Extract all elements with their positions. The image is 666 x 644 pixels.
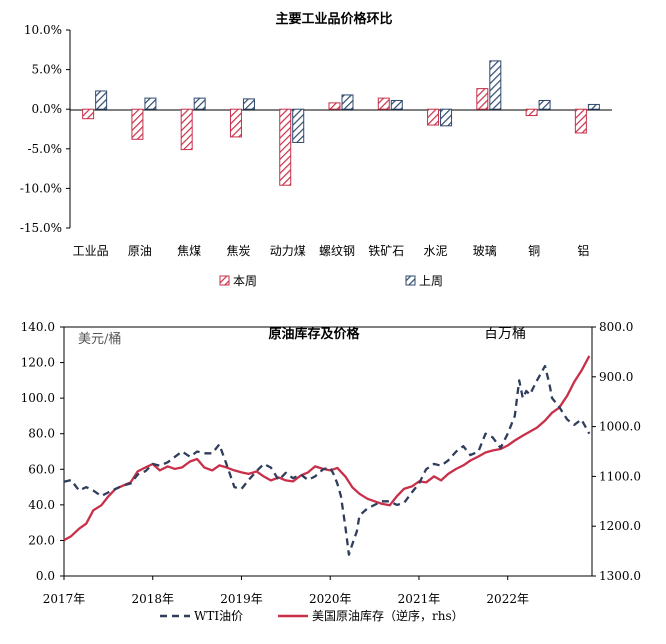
left-y-tick-label: 60.0 xyxy=(28,462,55,476)
bar-chart-legend: 本周 上周 xyxy=(219,274,443,288)
category-label: 工业品 xyxy=(73,244,109,258)
line-chart-title: 原油库存及价格 xyxy=(268,326,360,342)
bar-y-tick-label: 5.0% xyxy=(32,63,63,77)
bar-chart-y-ticks: 10.0% 5.0% 0.0% -5.0% -10.0% -15.0% xyxy=(20,23,70,235)
category-label: 水泥 xyxy=(424,244,448,258)
x-tick-label: 2018年 xyxy=(131,592,174,606)
bar-chart-category-labels: 工业品 原油 焦煤 焦炭 动力煤 螺纹钢 铁矿石 水泥 玻璃 铜 铝 xyxy=(73,243,590,258)
legend-label-wti: WTI油价 xyxy=(194,609,243,623)
category-label: 铁矿石 xyxy=(368,244,404,258)
legend-label-inventory: 美国原油库存（逆序，rhs） xyxy=(312,608,464,623)
bar-this-week xyxy=(131,108,144,140)
bar-chart: 主要工业品价格环比 10.0% 5.0% 0.0% -5.0% -10.0% -15.0%… xyxy=(20,11,612,288)
bar-y-tick-label: 10.0% xyxy=(24,23,62,37)
line-chart-right-unit: 百万桶 xyxy=(484,326,526,342)
bar-this-week xyxy=(427,108,440,126)
left-y-tick-label: 80.0 xyxy=(28,427,55,441)
bar-y-tick-label: -10.0% xyxy=(20,181,62,195)
category-label: 动力煤 xyxy=(270,244,306,258)
category-label: 螺纹钢 xyxy=(319,244,355,258)
bar-y-tick-label: 0.0% xyxy=(32,102,63,116)
right-y-tick-label: 1000.0 xyxy=(599,420,641,434)
legend-label-this-week: 本周 xyxy=(233,274,257,288)
bar-this-week xyxy=(574,108,587,134)
x-tick-label: 2019年 xyxy=(220,592,263,606)
right-y-tick-label: 800.0 xyxy=(599,320,633,334)
line-chart-right-y-ticks: 800.0 900.0 1000.0 1100.0 1200.0 1300.0 xyxy=(592,320,641,583)
category-label: 焦煤 xyxy=(177,244,201,258)
right-y-tick-label: 1100.0 xyxy=(599,469,641,483)
line-chart-legend: WTI油价 美国原油库存（逆序，rhs） xyxy=(160,608,464,623)
bar-this-week xyxy=(180,108,193,151)
line-chart-plot-area xyxy=(63,326,593,577)
bar-last-week xyxy=(144,97,157,110)
wti-price-line xyxy=(63,364,591,556)
bar-this-week xyxy=(82,108,95,120)
left-y-tick-label: 120.0 xyxy=(21,356,55,370)
bar-this-week xyxy=(279,108,292,186)
category-label: 铜 xyxy=(528,243,540,258)
x-tick-label: 2022年 xyxy=(486,592,529,606)
bar-last-week xyxy=(489,60,502,110)
bar-chart-bars xyxy=(82,60,600,186)
bar-last-week xyxy=(242,98,255,110)
line-chart-left-y-ticks: 0.0 20.0 40.0 60.0 80.0 100.0 120.0 140.0 xyxy=(21,320,64,583)
bar-this-week xyxy=(525,108,538,117)
line-chart-x-ticks: 2017年 2018年 2019年 2020年 2021年 2022年 xyxy=(43,576,529,606)
bar-y-tick-label: -5.0% xyxy=(27,142,62,156)
bar-this-week xyxy=(377,97,390,110)
bar-last-week xyxy=(341,94,354,110)
category-label: 玻璃 xyxy=(473,244,497,258)
bar-last-week xyxy=(193,97,206,110)
bar-this-week xyxy=(229,108,242,138)
category-label: 原油 xyxy=(128,244,152,258)
bar-last-week xyxy=(587,103,600,110)
bar-chart-title: 主要工业品价格环比 xyxy=(275,11,392,27)
bar-this-week xyxy=(476,88,489,110)
crude-inventory-line xyxy=(63,355,591,542)
left-y-tick-label: 0.0 xyxy=(36,569,55,583)
x-tick-label: 2017年 xyxy=(43,592,86,606)
legend-label-last-week: 上周 xyxy=(419,274,443,288)
left-y-tick-label: 100.0 xyxy=(21,391,55,405)
bar-last-week xyxy=(440,108,453,127)
legend-swatch-this-week xyxy=(219,275,230,286)
line-chart-series xyxy=(63,355,591,556)
bar-this-week xyxy=(328,102,341,110)
legend-swatch-last-week xyxy=(405,275,416,286)
left-y-tick-label: 140.0 xyxy=(21,320,55,334)
line-chart: 0.0 20.0 40.0 60.0 80.0 100.0 120.0 140.0 800.0… xyxy=(21,320,641,623)
bar-y-tick-label: -15.0% xyxy=(20,221,62,235)
bar-last-week xyxy=(292,108,305,143)
category-label: 铝 xyxy=(577,243,589,258)
x-tick-label: 2021年 xyxy=(398,592,441,606)
bar-last-week xyxy=(390,99,403,110)
bar-last-week xyxy=(95,90,108,110)
x-tick-label: 2020年 xyxy=(309,592,352,606)
line-chart-left-unit: 美元/桶 xyxy=(78,332,121,347)
left-y-tick-label: 40.0 xyxy=(28,498,55,512)
right-y-tick-label: 1300.0 xyxy=(599,569,641,583)
left-y-tick-label: 20.0 xyxy=(28,533,55,547)
bar-last-week xyxy=(538,99,551,110)
category-label: 焦炭 xyxy=(226,244,250,258)
right-y-tick-label: 900.0 xyxy=(599,370,633,384)
right-y-tick-label: 1200.0 xyxy=(599,519,641,533)
